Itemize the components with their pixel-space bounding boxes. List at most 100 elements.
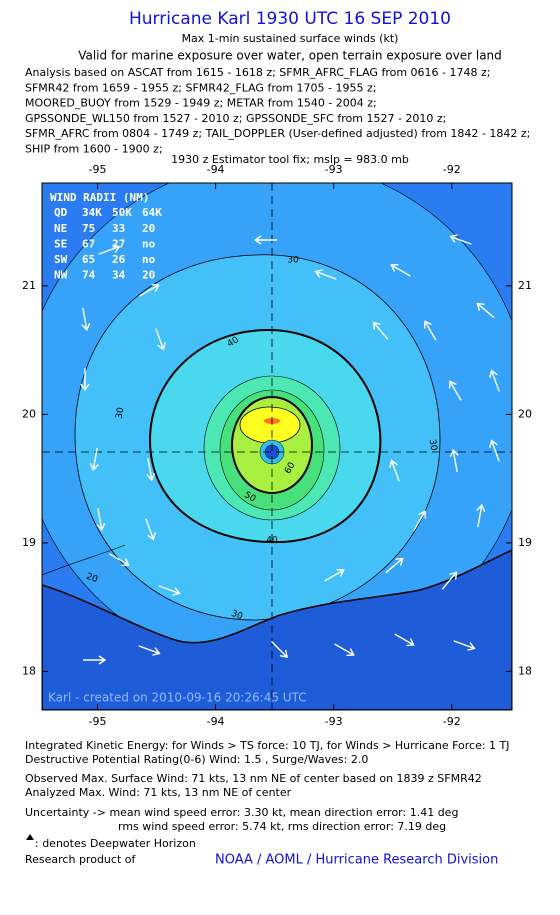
wind-arrow xyxy=(441,571,458,590)
radii-cell: 20 xyxy=(142,269,155,282)
y-tick-label: 20 xyxy=(518,407,532,420)
wind-vectors xyxy=(80,234,500,665)
radii-cell: no xyxy=(142,253,156,266)
radii-cell: 27 xyxy=(112,238,125,251)
wind-arrow xyxy=(146,458,156,482)
wind-arrow xyxy=(423,320,437,341)
wind-arrow xyxy=(138,645,161,656)
wind-arrow xyxy=(413,510,427,531)
footer: Integrated Kinetic Energy: for Winds > T… xyxy=(25,739,510,833)
wind-arrow xyxy=(448,380,462,401)
wind-arrow xyxy=(81,308,91,332)
contour-label: 40 xyxy=(266,536,278,546)
y-tick-label: 19 xyxy=(22,536,36,549)
x-tick-label: -95 xyxy=(89,715,107,728)
radii-cell: SW xyxy=(54,253,68,266)
y-tick-label: 21 xyxy=(518,279,532,292)
radii-cell: 67 xyxy=(82,238,95,251)
wind-arrow xyxy=(453,640,476,651)
axes: -95 -95 -94 -94 -93 -93 -92 -92 18 18 19 19 20 20 21 21 xyxy=(22,163,532,728)
radii-cell: SE xyxy=(54,238,67,251)
analysis-line: Analysis based on ASCAT from 1615 - 1618… xyxy=(25,66,490,79)
wind-arrow xyxy=(489,439,500,462)
radii-cell: no xyxy=(142,238,156,251)
x-tick-label: -92 xyxy=(443,715,461,728)
y-tick-label: 18 xyxy=(22,664,36,677)
radii-cell: NW xyxy=(54,269,68,282)
deepwater-icon xyxy=(26,834,34,840)
radii-cell: 75 xyxy=(82,222,95,235)
footer-line: Uncertainty -> mean wind speed error: 3.… xyxy=(25,806,458,819)
analysis-line: SFMR_AFRC from 0804 - 1749 z; TAIL_DOPPL… xyxy=(25,127,530,140)
wind-arrow xyxy=(389,459,400,482)
footer-line: Observed Max. Surface Wind: 71 kts, 13 n… xyxy=(25,772,482,785)
y-tick-label: 19 xyxy=(518,536,532,549)
analysis-line: MOORED_BUOY from 1529 - 1949 z; METAR fr… xyxy=(25,97,377,110)
wind-arrow xyxy=(449,448,459,472)
x-tick-label: -92 xyxy=(443,163,461,176)
wind-arrow xyxy=(83,655,107,665)
wind-radii-table: WIND RADII (NM) QD 34K 50K 64K NE 75 33 20 SE 67 27… xyxy=(50,191,162,282)
wind-arrow xyxy=(324,568,345,582)
subtitle: Max 1-min sustained surface winds (kt) xyxy=(182,32,399,45)
footer-line: Analyzed Max. Wind: 71 kts, 13 nm NE of … xyxy=(25,786,292,799)
contour-20-left xyxy=(42,544,126,576)
radii-cell: 74 xyxy=(82,269,96,282)
analysis-line: GPSSONDE_WL150 from 1527 - 2010 z; GPSSO… xyxy=(25,112,446,125)
wind-arrow xyxy=(98,244,121,255)
footer-line: rms wind speed error: 5.74 kt, rms direc… xyxy=(118,820,446,833)
wind-arrow xyxy=(155,328,166,351)
radii-cell: 20 xyxy=(142,222,155,235)
org[interactable]: NOAA / AOML / Hurricane Research Divisio… xyxy=(215,853,498,868)
radii-header: QD xyxy=(54,206,68,219)
contour-label: 30 xyxy=(287,256,299,266)
radii-header: 64K xyxy=(142,206,162,219)
radii-cell: 26 xyxy=(112,253,126,266)
wind-arrow xyxy=(394,633,415,647)
radii-header: 34K xyxy=(82,206,102,219)
contour-label: 20 xyxy=(85,572,99,585)
wind-arrow xyxy=(372,321,389,340)
radii-title: WIND RADII (NM) xyxy=(50,191,149,204)
wind-arrow xyxy=(158,585,181,596)
legend: : denotes Deepwater Horizon xyxy=(35,837,196,850)
radii-cell: 33 xyxy=(112,222,125,235)
x-tick-label: -93 xyxy=(325,715,343,728)
land xyxy=(42,549,512,710)
wind-arrow xyxy=(145,518,156,541)
radii-cell: 34 xyxy=(112,269,126,282)
radii-header: 50K xyxy=(112,206,132,219)
analysis-line: SFMR42 from 1659 - 1955 z; SFMR42_FLAG f… xyxy=(25,81,376,94)
radii-cell: 65 xyxy=(82,253,95,266)
fix: 1930 z Estimator tool fix; mslp = 983.0 … xyxy=(171,153,409,166)
y-tick-label: 21 xyxy=(22,279,36,292)
analysis-line: SHIP from 1600 - 1900 z; xyxy=(25,143,163,156)
wind-arrow xyxy=(139,283,160,297)
analysis: Analysis based on ASCAT from 1615 - 1618… xyxy=(25,66,530,156)
contour-70 xyxy=(239,406,301,444)
radii-cell: NE xyxy=(54,222,67,235)
x-tick-label: -95 xyxy=(89,163,107,176)
contour-label: 30 xyxy=(115,406,127,419)
wind-arrow xyxy=(390,263,411,277)
x-tick-label: -93 xyxy=(325,163,343,176)
x-tick-label: -94 xyxy=(207,163,225,176)
footer-line: Destructive Potential Rating(0-6) Wind: … xyxy=(25,753,368,766)
wind-arrow xyxy=(80,368,90,392)
title: Hurricane Karl 1930 UTC 16 SEP 2010 xyxy=(129,9,451,29)
footer-line: Integrated Kinetic Energy: for Winds > T… xyxy=(25,739,510,752)
map-frame xyxy=(41,182,513,711)
wind-arrow xyxy=(476,503,486,527)
wind-arrow xyxy=(96,508,106,532)
wind-arrow xyxy=(253,235,277,245)
wind-arrow xyxy=(271,641,288,658)
contour-label: 30 xyxy=(230,609,244,622)
contour-label: 30 xyxy=(427,439,439,452)
wind-arrow xyxy=(314,269,337,280)
wind-arrow xyxy=(449,234,472,245)
credit: Karl - created on 2010-09-16 20:26:45 UT… xyxy=(48,691,307,705)
y-tick-label: 18 xyxy=(518,664,532,677)
y-tick-label: 20 xyxy=(22,407,36,420)
